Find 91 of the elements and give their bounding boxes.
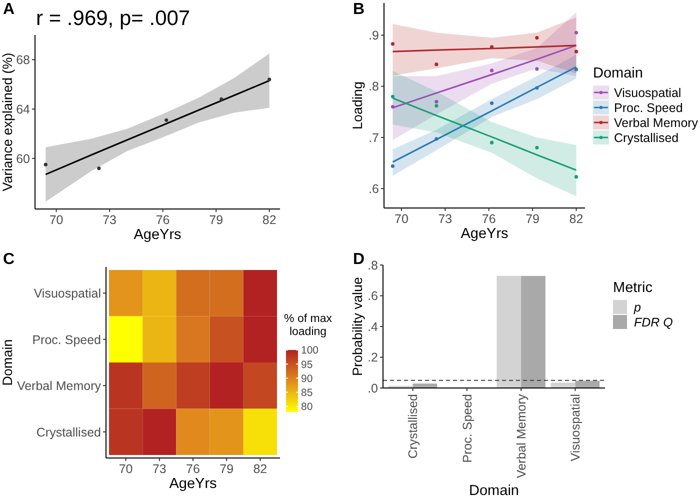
color-bar-label: 85 <box>301 386 313 399</box>
y-tick-label: .2 <box>368 350 378 365</box>
x-tick-label: 73 <box>152 462 166 476</box>
text: D <box>353 251 365 268</box>
x-tick-label: 82 <box>569 212 584 226</box>
y-tick-label: .7 <box>368 130 380 145</box>
x-axis-title: AgeYrs <box>169 476 217 492</box>
point <box>97 166 101 170</box>
y-tick-label: .9 <box>368 28 380 43</box>
x-tick-label: 76 <box>156 213 170 227</box>
y-tick-label: .0 <box>368 381 378 396</box>
point <box>268 78 272 82</box>
color-bar-label: 80 <box>301 401 313 414</box>
x-tick-label: 73 <box>438 212 452 226</box>
bar <box>521 276 546 388</box>
point <box>390 104 395 109</box>
y-tick-label: Verbal Memory <box>16 379 102 393</box>
y-tick-label: .8 <box>368 258 378 272</box>
y-tick-label: 64 <box>16 102 30 116</box>
point <box>535 86 539 90</box>
text: B <box>353 1 365 18</box>
x-tick-label: 73 <box>102 213 117 227</box>
point <box>574 30 578 34</box>
x-axis-title: Domain <box>469 483 519 498</box>
point <box>44 162 48 166</box>
point <box>535 67 539 71</box>
legend-label: FDR Q <box>634 315 674 330</box>
y-tick-label: Visuospatial <box>34 286 101 300</box>
point <box>490 140 494 144</box>
x-tick-label: Verbal Memory <box>514 393 528 478</box>
legend-label: Verbal Memory <box>614 116 699 130</box>
point <box>434 104 438 108</box>
x-tick-label: 82 <box>253 462 268 476</box>
point <box>164 118 168 122</box>
point <box>574 50 578 54</box>
x-tick-label: 76 <box>482 212 496 226</box>
color-bar-title: % of max loading <box>284 313 332 338</box>
y-tick-label: Proc. Speed <box>32 332 102 347</box>
x-tick-label: 70 <box>49 213 64 227</box>
point <box>574 175 578 179</box>
color-bar-label: 100 <box>301 344 319 357</box>
y-axis-title: Probability value <box>350 276 365 376</box>
legend-title: Domain <box>593 66 643 82</box>
legend-label: Visuospatial <box>614 86 682 100</box>
line-series <box>392 44 578 52</box>
legend-label: p <box>633 300 641 314</box>
y-tick-label: 68 <box>16 53 30 68</box>
y-axis-title: Domain <box>0 339 15 386</box>
color-bar-label: 95 <box>301 358 313 371</box>
line-series <box>392 66 578 163</box>
point <box>535 36 539 40</box>
legend-label: Crystallised <box>614 130 679 145</box>
x-tick-label: 82 <box>262 213 276 227</box>
x-axis-title: AgeYrs <box>134 227 182 243</box>
legend-label: Proc. Speed <box>614 100 683 115</box>
x-tick-label: Visuospatial <box>568 394 583 462</box>
x-axis-title: AgeYrs <box>460 226 508 242</box>
bar <box>496 276 522 388</box>
y-tick-label: .6 <box>368 289 378 304</box>
legend-title: Metric <box>613 280 652 296</box>
point <box>434 62 438 66</box>
point <box>390 94 395 98</box>
x-tick-label: 79 <box>209 213 224 227</box>
point <box>535 146 539 150</box>
point <box>434 137 438 141</box>
y-tick-label: .4 <box>368 320 378 334</box>
text: C <box>3 251 15 268</box>
chart-title: r = .969, p= .007 <box>36 7 190 30</box>
x-tick-label: Proc. Speed <box>460 394 474 463</box>
x-tick-label: 76 <box>186 462 200 476</box>
y-axis-title: Variance explained (%) <box>0 52 15 192</box>
color-bar-label: 90 <box>301 372 313 385</box>
point <box>490 68 494 72</box>
point <box>574 68 578 72</box>
y-tick-label: 60 <box>16 152 30 166</box>
y-tick-label: .8 <box>368 80 380 94</box>
point <box>490 101 494 105</box>
point <box>434 100 438 104</box>
y-tick-label: .6 <box>368 182 380 196</box>
point <box>390 42 395 46</box>
bar <box>550 382 576 388</box>
point <box>220 97 224 101</box>
x-tick-label: 70 <box>394 212 408 226</box>
x-tick-label: 70 <box>118 462 133 476</box>
text: A <box>3 1 15 18</box>
x-tick-label: 79 <box>526 212 540 226</box>
line-series <box>392 44 578 109</box>
y-axis-title: Loading <box>350 81 365 130</box>
bar <box>575 380 600 388</box>
x-tick-label: 79 <box>220 462 234 476</box>
point <box>390 164 395 168</box>
